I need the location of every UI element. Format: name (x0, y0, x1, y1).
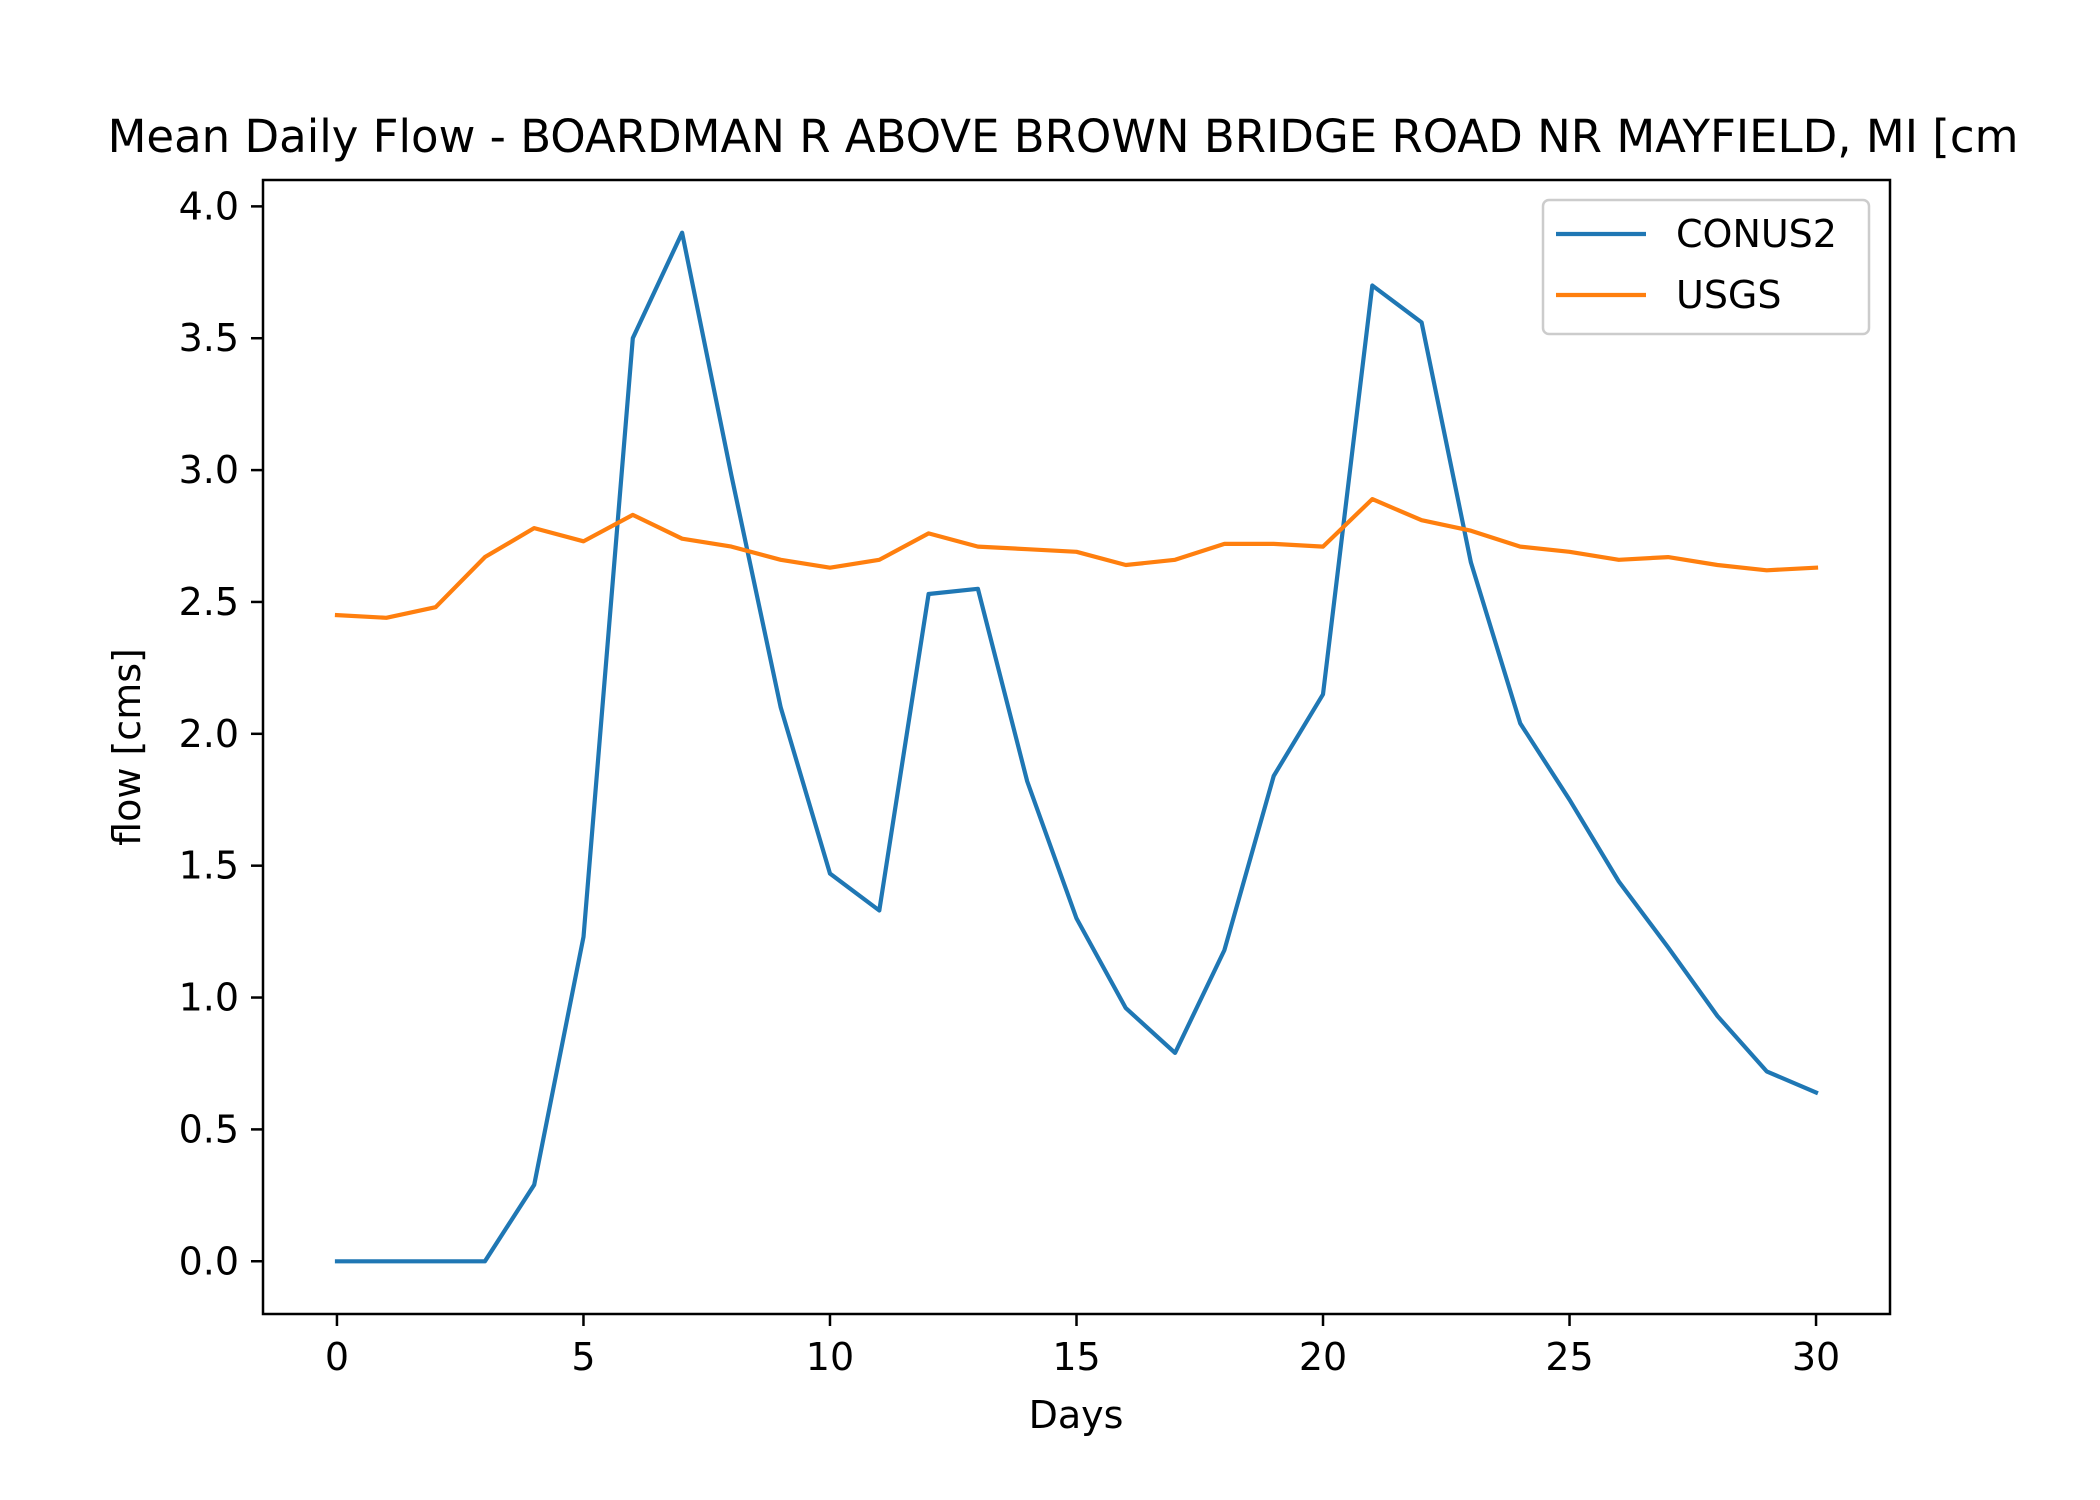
y-tick-label: 2.5 (179, 580, 239, 624)
x-tick-label: 0 (325, 1335, 349, 1379)
series-layer (334, 230, 1819, 1264)
x-tick-label: 10 (806, 1335, 854, 1379)
y-axis-label: flow [cms] (105, 648, 149, 846)
series-line-conus2 (334, 230, 1819, 1264)
x-tick-label: 20 (1299, 1335, 1347, 1379)
x-tick-label: 30 (1792, 1335, 1840, 1379)
y-tick-label: 0.0 (179, 1239, 239, 1283)
legend: CONUS2 USGS (1541, 198, 1871, 336)
y-tick-label: 3.5 (179, 316, 239, 360)
plot-frame (261, 178, 1892, 1316)
y-tick-label: 0.5 (179, 1107, 239, 1151)
legend-label: CONUS2 (1676, 212, 1837, 256)
series-line-usgs (334, 497, 1819, 620)
y-tick-label: 4.0 (179, 184, 239, 228)
legend-label: USGS (1676, 273, 1782, 317)
x-axis: 0 5 10 15 20 25 30 (325, 1314, 1840, 1379)
y-tick-label: 1.0 (179, 976, 239, 1020)
x-axis-label: Days (1029, 1393, 1124, 1437)
x-tick-label: 5 (571, 1335, 595, 1379)
y-axis: 0.0 0.5 1.0 1.5 2.0 2.5 3.0 3.5 4.0 (179, 184, 263, 1283)
x-tick-label: 25 (1545, 1335, 1593, 1379)
y-tick-label: 2.0 (179, 712, 239, 756)
y-tick-label: 1.5 (179, 844, 239, 888)
y-tick-label: 3.0 (179, 448, 239, 492)
x-tick-label: 15 (1052, 1335, 1100, 1379)
chart-title: Mean Daily Flow - BOARDMAN R ABOVE BROWN… (108, 110, 2019, 163)
